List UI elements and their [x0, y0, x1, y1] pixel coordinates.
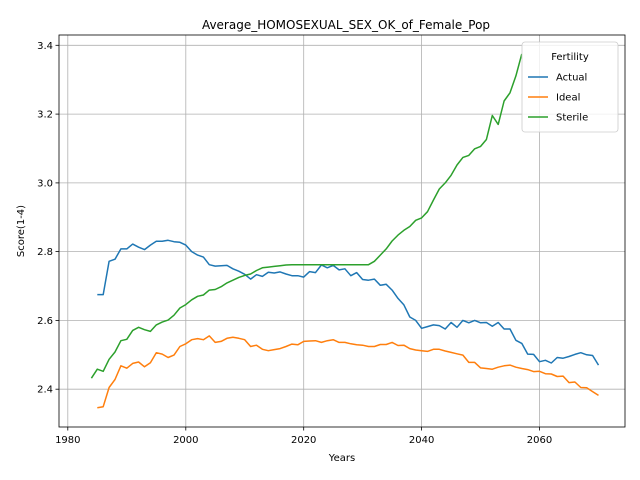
chart-title: Average_HOMOSEXUAL_SEX_OK_of_Female_Pop	[202, 18, 490, 32]
x-axis-ticks: 1980 2000 2020 2040 2060	[55, 427, 552, 446]
y-tick-label: 3.0	[37, 178, 53, 189]
x-axis-label: Years	[328, 453, 355, 464]
y-tick-label: 3.2	[37, 110, 53, 121]
x-tick-label: 1980	[55, 435, 80, 446]
legend: Fertility Actual Ideal Sterile	[521, 41, 619, 133]
plot-frame	[58, 34, 626, 428]
legend-label-ideal: Ideal	[556, 93, 580, 104]
legend-box	[521, 41, 619, 133]
y-tick-label: 2.6	[37, 316, 53, 327]
x-tick-label: 2040	[409, 435, 434, 446]
x-tick-label: 2020	[291, 435, 316, 446]
x-tick-label: 2000	[173, 435, 198, 446]
x-tick-label: 2060	[527, 435, 552, 446]
y-axis-ticks: 2.4 2.6 2.8 3.0 3.2 3.4	[37, 41, 59, 396]
series-line-ideal	[97, 335, 599, 409]
series-lines	[90, 53, 600, 409]
y-tick-label: 2.8	[37, 247, 53, 258]
legend-label-sterile: Sterile	[556, 113, 588, 124]
legend-title: Fertility	[551, 52, 589, 63]
y-axis-label: Score(1-4)	[16, 205, 27, 257]
y-tick-label: 2.4	[37, 385, 53, 396]
series-line-sterile	[90, 53, 523, 379]
y-tick-label: 3.4	[37, 41, 53, 52]
legend-label-actual: Actual	[556, 73, 587, 84]
series-line-actual	[97, 239, 600, 366]
